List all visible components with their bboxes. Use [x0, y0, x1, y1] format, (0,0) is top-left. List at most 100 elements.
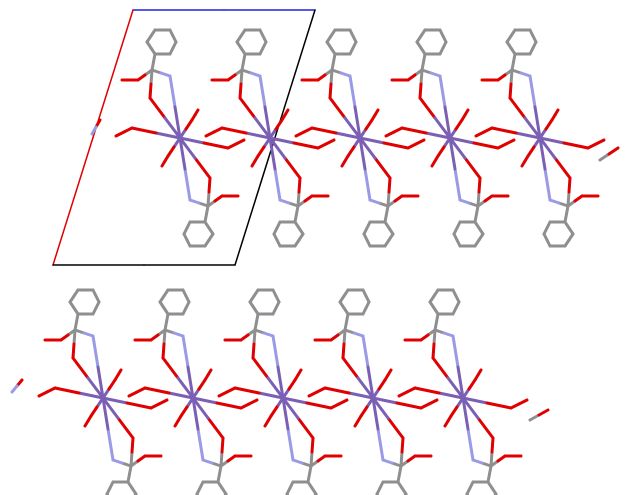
bond — [286, 427, 295, 462]
axial-bond — [263, 419, 270, 428]
bond — [399, 450, 404, 468]
bond — [366, 365, 375, 400]
bond — [258, 74, 267, 109]
bond — [210, 461, 223, 468]
bond — [296, 190, 301, 208]
bond — [476, 190, 481, 208]
bridge-bond — [217, 390, 229, 398]
bridge-bond — [204, 130, 216, 138]
bridge-bond — [307, 390, 319, 398]
axial-bond — [373, 108, 380, 117]
axial-bond — [442, 136, 452, 149]
bond — [509, 68, 514, 86]
bond — [328, 96, 347, 120]
bond — [101, 396, 120, 420]
axial-bond — [206, 368, 213, 377]
bond — [150, 68, 163, 75]
bond — [263, 105, 272, 140]
bond — [101, 396, 110, 431]
axial-bond — [296, 368, 303, 377]
bridge-bond — [514, 131, 542, 140]
ring-bond — [297, 226, 305, 236]
bond — [73, 328, 86, 335]
axial-bond — [532, 136, 542, 149]
bridge-bond — [562, 141, 590, 150]
bond — [206, 416, 225, 440]
bond — [197, 201, 210, 208]
bridge-bond — [77, 391, 105, 400]
bridge-bond — [448, 136, 476, 145]
axial-bond — [193, 108, 200, 117]
bridge-bond — [202, 141, 230, 150]
ring-bond — [477, 226, 485, 236]
bond — [477, 176, 482, 194]
bond — [296, 416, 315, 440]
terminal-bond — [528, 413, 541, 422]
bond — [149, 68, 154, 86]
bridge-bond — [191, 396, 219, 405]
bond — [456, 365, 465, 400]
bond — [400, 436, 405, 454]
axial-bond — [191, 387, 201, 400]
bond — [567, 176, 572, 194]
bridge-bond — [268, 136, 296, 145]
bond — [358, 136, 367, 171]
bond — [220, 436, 225, 454]
axial-bond — [358, 127, 368, 140]
ring-bond — [400, 486, 408, 495]
bond — [148, 82, 153, 100]
bond — [96, 365, 105, 400]
bond — [451, 334, 460, 369]
bond — [438, 74, 447, 109]
bond — [206, 190, 211, 208]
axial-bond — [172, 136, 182, 149]
axial-bond — [476, 368, 483, 377]
bond — [240, 68, 253, 75]
bond — [363, 167, 372, 202]
axial-bond — [287, 378, 297, 391]
bridge-bond — [178, 136, 206, 145]
terminal-bond — [90, 125, 98, 136]
bond — [390, 461, 403, 468]
bond — [341, 342, 346, 360]
bridge-bond — [334, 131, 362, 140]
bond — [251, 356, 270, 380]
bond — [566, 190, 571, 208]
bond — [266, 376, 285, 400]
bridge-bond — [101, 396, 129, 405]
bond — [239, 68, 244, 86]
bond — [159, 71, 172, 78]
bridge-bond — [395, 401, 423, 410]
bridge-bond — [397, 390, 409, 398]
bridge-bond — [472, 141, 500, 150]
bond — [281, 396, 290, 431]
cell-edge-c — [234, 136, 276, 266]
axial-bond — [553, 108, 560, 117]
ring-bond — [428, 300, 436, 310]
ring-bond — [68, 300, 76, 310]
axial-bond — [352, 136, 362, 149]
bridge-bond — [234, 138, 246, 146]
ring-bond — [235, 40, 243, 50]
bridge-bond — [157, 398, 169, 406]
bond — [432, 328, 437, 346]
axial-bond — [386, 368, 393, 377]
bond — [448, 136, 457, 171]
bridge-bond — [461, 396, 489, 405]
bridge-bond — [517, 398, 529, 406]
bond — [387, 176, 392, 194]
axial-bond — [371, 387, 381, 400]
bridge-bond — [400, 126, 428, 135]
axial-bond — [275, 396, 285, 409]
bond — [376, 427, 385, 462]
bond — [453, 167, 462, 202]
bond — [71, 342, 76, 360]
bond — [461, 396, 480, 420]
bridge-bond — [310, 126, 338, 135]
bond — [476, 416, 495, 440]
bond — [466, 427, 475, 462]
bridge-bond — [594, 138, 606, 146]
axial-bond — [107, 378, 117, 391]
